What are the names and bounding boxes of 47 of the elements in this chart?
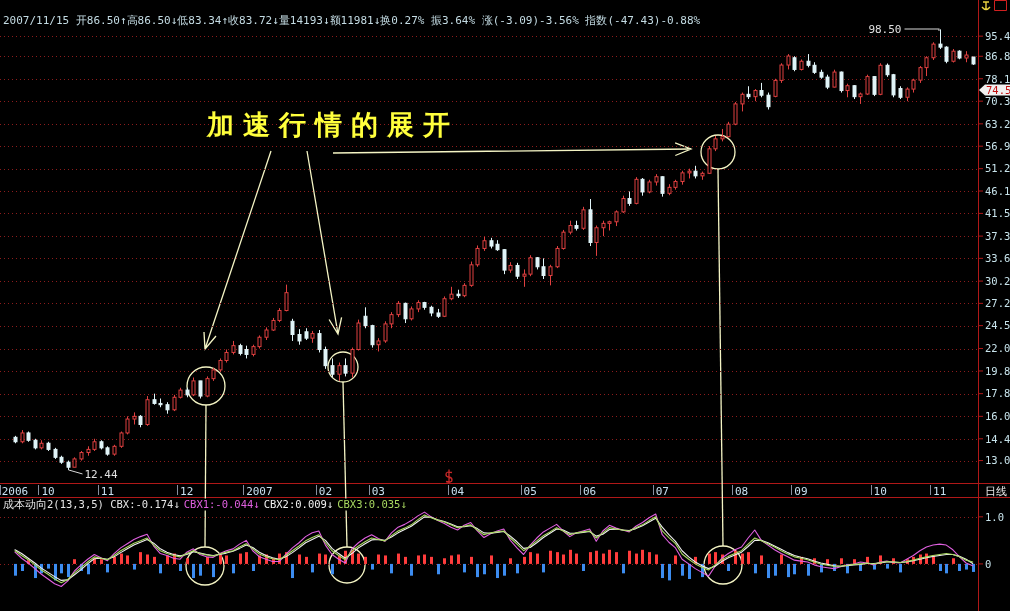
y-tick-label: 24.5 (985, 319, 1010, 332)
y-tick-label: 63.2 (985, 117, 1010, 130)
x-tick-label: 11 (933, 485, 947, 498)
text: 日线 (985, 485, 1007, 498)
x-tick-label: 07 (655, 485, 669, 498)
x-tick-label: 10 (873, 485, 887, 498)
annotation: 加速行情的展开 (206, 109, 459, 140)
y-tick-label: 16.0 (985, 410, 1010, 423)
x-tick-label: 2006 (1, 485, 29, 498)
y-tick-label: 19.8 (985, 364, 1010, 377)
chart-title: 成本动向2(13,3,5) CBX:-0.174↓ (3, 498, 180, 510)
y-tick-label: 51.2 (985, 162, 1010, 175)
series-label: CBX3:0.035↓ (337, 498, 407, 510)
x-tick-label: 05 (523, 485, 537, 498)
x-tick-label: 06 (582, 485, 597, 498)
x-tick-label: 08 (734, 485, 749, 498)
y-tick-label: 78.1 (985, 72, 1010, 85)
annotation: 2007/11/15 开86.50↑高86.50↓低83.34↑收83.72↓量14193↓额11981↓换0.27% 振3.64% 涨(-3.09)-3.56% 指数(-47.43)-0.88% (3, 14, 701, 27)
annotation: 98.50 (868, 23, 902, 36)
y-tick-label: 46.1 (985, 184, 1010, 197)
y-tick-label: 14.4 (985, 432, 1010, 445)
y-tick-label: 27.2 (985, 297, 1010, 310)
y-tick-label: 95.4 (985, 29, 1010, 42)
y-tick-label: 41.5 (985, 207, 1010, 220)
x-tick-label: 10 (41, 485, 55, 498)
y-tick-label: 0 (985, 557, 992, 570)
x-tick-label: 2007 (246, 485, 273, 498)
x-tick-label: 04 (450, 485, 465, 498)
x-tick-label: 03 (371, 485, 385, 498)
y-tick-label: 56.9 (985, 140, 1010, 152)
y-tick-label: 13.0 (985, 454, 1010, 467)
y-tick-label: 22.0 (985, 342, 1010, 355)
y-tick-label: 33.6 (985, 252, 1010, 265)
y-tick-label: 30.2 (985, 274, 1010, 287)
text: 74.5 (986, 84, 1010, 96)
x-tick-label: 02 (318, 485, 333, 498)
text: CBX1:-0.044↓ (183, 498, 260, 510)
x-tick-label: 12 (180, 485, 194, 498)
y-tick-label: 70.3 (985, 94, 1010, 107)
text: CBX2:0.009↓ (263, 498, 334, 510)
y-tick-label: 86.8 (985, 50, 1010, 63)
x-tick-label: 09 (794, 485, 808, 498)
y-tick-label: 1.0 (985, 510, 1004, 523)
y-tick-label: 37.3 (985, 229, 1010, 242)
x-tick-label: 11 (100, 485, 115, 498)
annotation: 12.44 (84, 467, 118, 481)
y-tick-label: 17.8 (985, 387, 1010, 400)
